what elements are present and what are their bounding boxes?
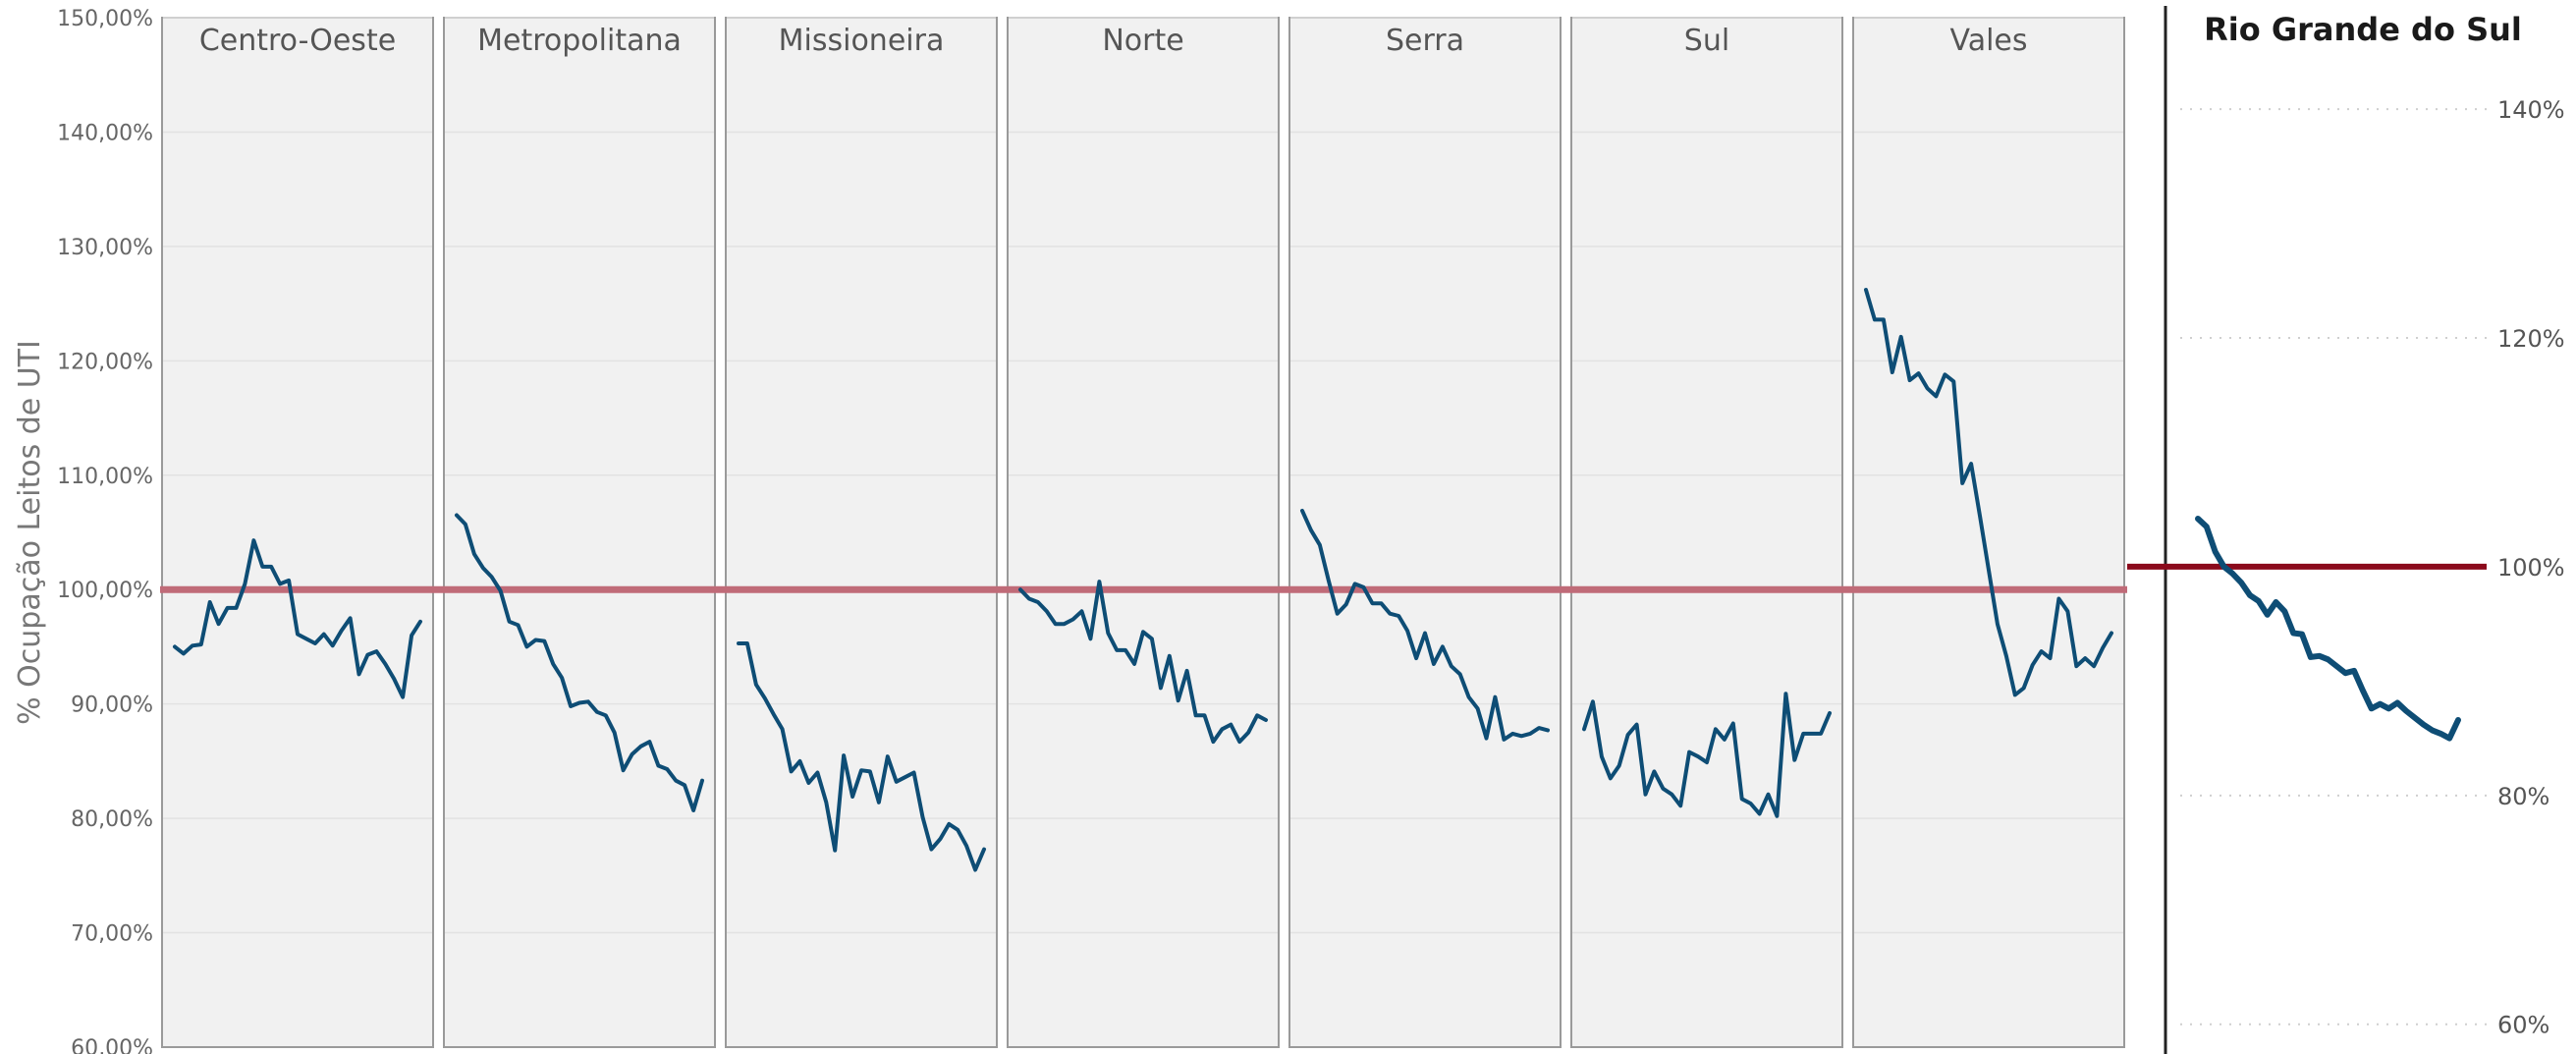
panel-title: Sul [1684, 24, 1729, 58]
panel-background [443, 17, 716, 1048]
y-tick-label: 130,00% [57, 236, 153, 260]
y-tick-label: 60,00% [71, 1036, 153, 1054]
y-tick-label: 100,00% [57, 579, 153, 603]
series-line-serra [1300, 508, 1550, 742]
series-line-missioneira [737, 641, 986, 872]
panel-norte: Norte [1007, 17, 1280, 1048]
panel-background [1852, 17, 2125, 1048]
series-line-centro-oeste [173, 538, 422, 699]
series-line-norte [1018, 580, 1268, 745]
panel-title: Metropolitana [477, 24, 682, 58]
rs-y-tick-label: 100% [2497, 554, 2565, 582]
panel-centro-oeste: Centro-Oeste [161, 17, 434, 1048]
series-line-vales [1864, 288, 2113, 697]
panel-background [725, 17, 998, 1048]
panel-background [1007, 17, 1280, 1048]
panel-vales: Vales [1852, 17, 2125, 1048]
panel-title: Vales [1950, 24, 2028, 58]
panel-serra: Serra [1288, 17, 1562, 1048]
y-tick-label: 150,00% [57, 7, 153, 31]
rs-y-tick-label: 80% [2497, 783, 2549, 810]
y-tick-label: 120,00% [57, 350, 153, 374]
panel-title: Missioneira [779, 24, 945, 58]
y-axis-title: % Ocupação Leitos de UTI [13, 340, 47, 725]
y-tick-label: 110,00% [57, 465, 153, 489]
rs-y-tick-label: 120% [2497, 325, 2565, 353]
panel-title: Centro-Oeste [199, 24, 396, 58]
y-tick-label: 90,00% [71, 693, 153, 718]
y-tick-label: 140,00% [57, 121, 153, 145]
panel-metropolitana: Metropolitana [443, 17, 716, 1048]
series-line-metropolitana [455, 513, 704, 812]
panel-background [1288, 17, 1562, 1048]
panel-title: Norte [1102, 24, 1183, 58]
rs-series-line [2195, 516, 2461, 742]
panel-sul: Sul [1570, 17, 1843, 1048]
panel-background [161, 17, 434, 1048]
y-tick-label: 80,00% [71, 807, 153, 832]
rs-chart-title: Rio Grande do Sul [2204, 11, 2522, 48]
rs-y-tick-label: 60% [2497, 1012, 2549, 1039]
panel-title: Serra [1386, 24, 1464, 58]
y-tick-label: 70,00% [71, 922, 153, 947]
series-line-sul [1582, 692, 1832, 818]
rs-y-tick-label: 140% [2497, 96, 2565, 124]
panel-missioneira: Missioneira [725, 17, 998, 1048]
panel-background [1570, 17, 1843, 1048]
